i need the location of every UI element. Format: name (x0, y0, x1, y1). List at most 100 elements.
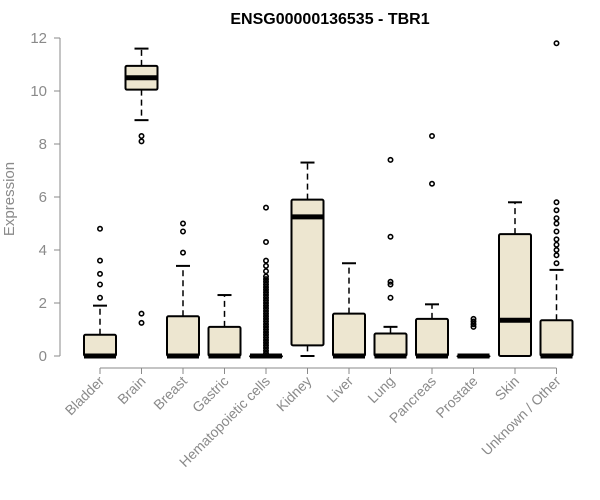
outlier-point (553, 215, 560, 222)
outlier-point (262, 334, 269, 341)
outlier-point (262, 347, 269, 354)
box-group-kidney (290, 161, 325, 357)
x-tick-label: Lung (364, 373, 397, 406)
box-group-bladder (83, 225, 117, 359)
outlier-point (262, 342, 269, 349)
y-tick-label: 6 (39, 189, 47, 206)
outlier-point (262, 323, 269, 330)
box-iqr (290, 198, 325, 347)
outlier-point (553, 241, 560, 248)
outlier-point (262, 268, 269, 275)
outlier-point (387, 233, 394, 240)
box-iqr (415, 317, 449, 357)
outlier-point (387, 278, 394, 285)
outlier-point (97, 281, 104, 288)
y-tick-label: 2 (39, 295, 47, 312)
y-axis-label: Expression (1, 162, 18, 236)
outlier-point (262, 302, 269, 309)
box-iqr (373, 332, 408, 358)
outlier-point (262, 292, 269, 299)
x-tick-label: Bladder (62, 373, 108, 419)
x-tick-label: Brain (114, 373, 148, 407)
box-iqr (207, 325, 242, 358)
y-tick-label: 8 (39, 136, 47, 153)
outlier-point (262, 284, 269, 291)
outlier-point (180, 228, 187, 235)
outlier-point (97, 270, 104, 277)
box-group-prostate (456, 315, 491, 359)
outlier-point (553, 252, 560, 259)
outlier-point (553, 260, 560, 267)
chart-title: ENSG00000136535 - TBR1 (230, 11, 429, 28)
x-tick-label: Breast (150, 373, 190, 413)
outlier-point (553, 207, 560, 214)
outlier-point (262, 286, 269, 293)
outlier-point (262, 318, 269, 325)
outlier-point (180, 220, 187, 227)
outlier-point (553, 40, 560, 47)
y-tick-label: 10 (30, 83, 47, 100)
outlier-point (262, 281, 269, 288)
outlier-point (262, 313, 269, 320)
outlier-point (553, 220, 560, 227)
x-tick-label: Skin (492, 373, 523, 404)
box-iqr (539, 319, 574, 358)
x-tick-label: Unknown / Other (478, 373, 564, 459)
outlier-point (262, 204, 269, 211)
y-tick-label: 12 (30, 30, 47, 47)
outlier-point (428, 133, 435, 140)
outlier-point (262, 337, 269, 344)
outlier-point (470, 323, 477, 330)
outlier-point (262, 307, 269, 314)
outlier-point (262, 329, 269, 336)
outlier-point (470, 318, 477, 325)
outlier-point (262, 350, 269, 357)
x-tick-label: Prostate (432, 373, 480, 421)
outlier-point (262, 315, 269, 322)
outlier-point (262, 321, 269, 328)
outlier-point (97, 257, 104, 264)
outlier-point (262, 297, 269, 304)
y-tick-label: 4 (39, 242, 47, 259)
x-tick-label: Liver (323, 373, 356, 406)
outlier-point (262, 331, 269, 338)
outlier-point (262, 310, 269, 317)
outlier-point (138, 319, 145, 326)
outlier-point (387, 156, 394, 163)
outlier-point (387, 281, 394, 288)
outlier-point (262, 239, 269, 246)
outlier-point (428, 180, 435, 187)
outlier-point (553, 247, 560, 254)
box-group-gastric (207, 294, 242, 359)
outlier-point (262, 273, 269, 280)
outlier-point (262, 262, 269, 269)
box-group-brain (124, 47, 159, 326)
outlier-point (97, 225, 104, 232)
outlier-point (470, 321, 477, 328)
outlier-point (262, 339, 269, 346)
outlier-point (138, 138, 145, 145)
box-iqr (498, 233, 532, 358)
outlier-point (553, 236, 560, 243)
outlier-point (262, 326, 269, 333)
box-group-unknown-other (539, 40, 574, 359)
outlier-point (262, 299, 269, 306)
outlier-point (553, 199, 560, 206)
box-group-lung (373, 156, 408, 359)
box-group-skin (498, 201, 532, 358)
outlier-point (470, 315, 477, 322)
box-group-breast (166, 220, 200, 359)
box-iqr (83, 333, 117, 357)
box-series (83, 40, 574, 359)
y-tick-label: 0 (39, 348, 47, 365)
outlier-point (138, 310, 145, 317)
box-iqr (332, 312, 366, 358)
box-group-hematopoietic-cells (249, 204, 283, 359)
box-group-liver (332, 262, 366, 359)
x-tick-label: Kidney (273, 373, 315, 415)
outlier-point (262, 305, 269, 312)
outlier-point (138, 133, 145, 140)
outlier-point (262, 257, 269, 264)
outlier-point (387, 294, 394, 301)
